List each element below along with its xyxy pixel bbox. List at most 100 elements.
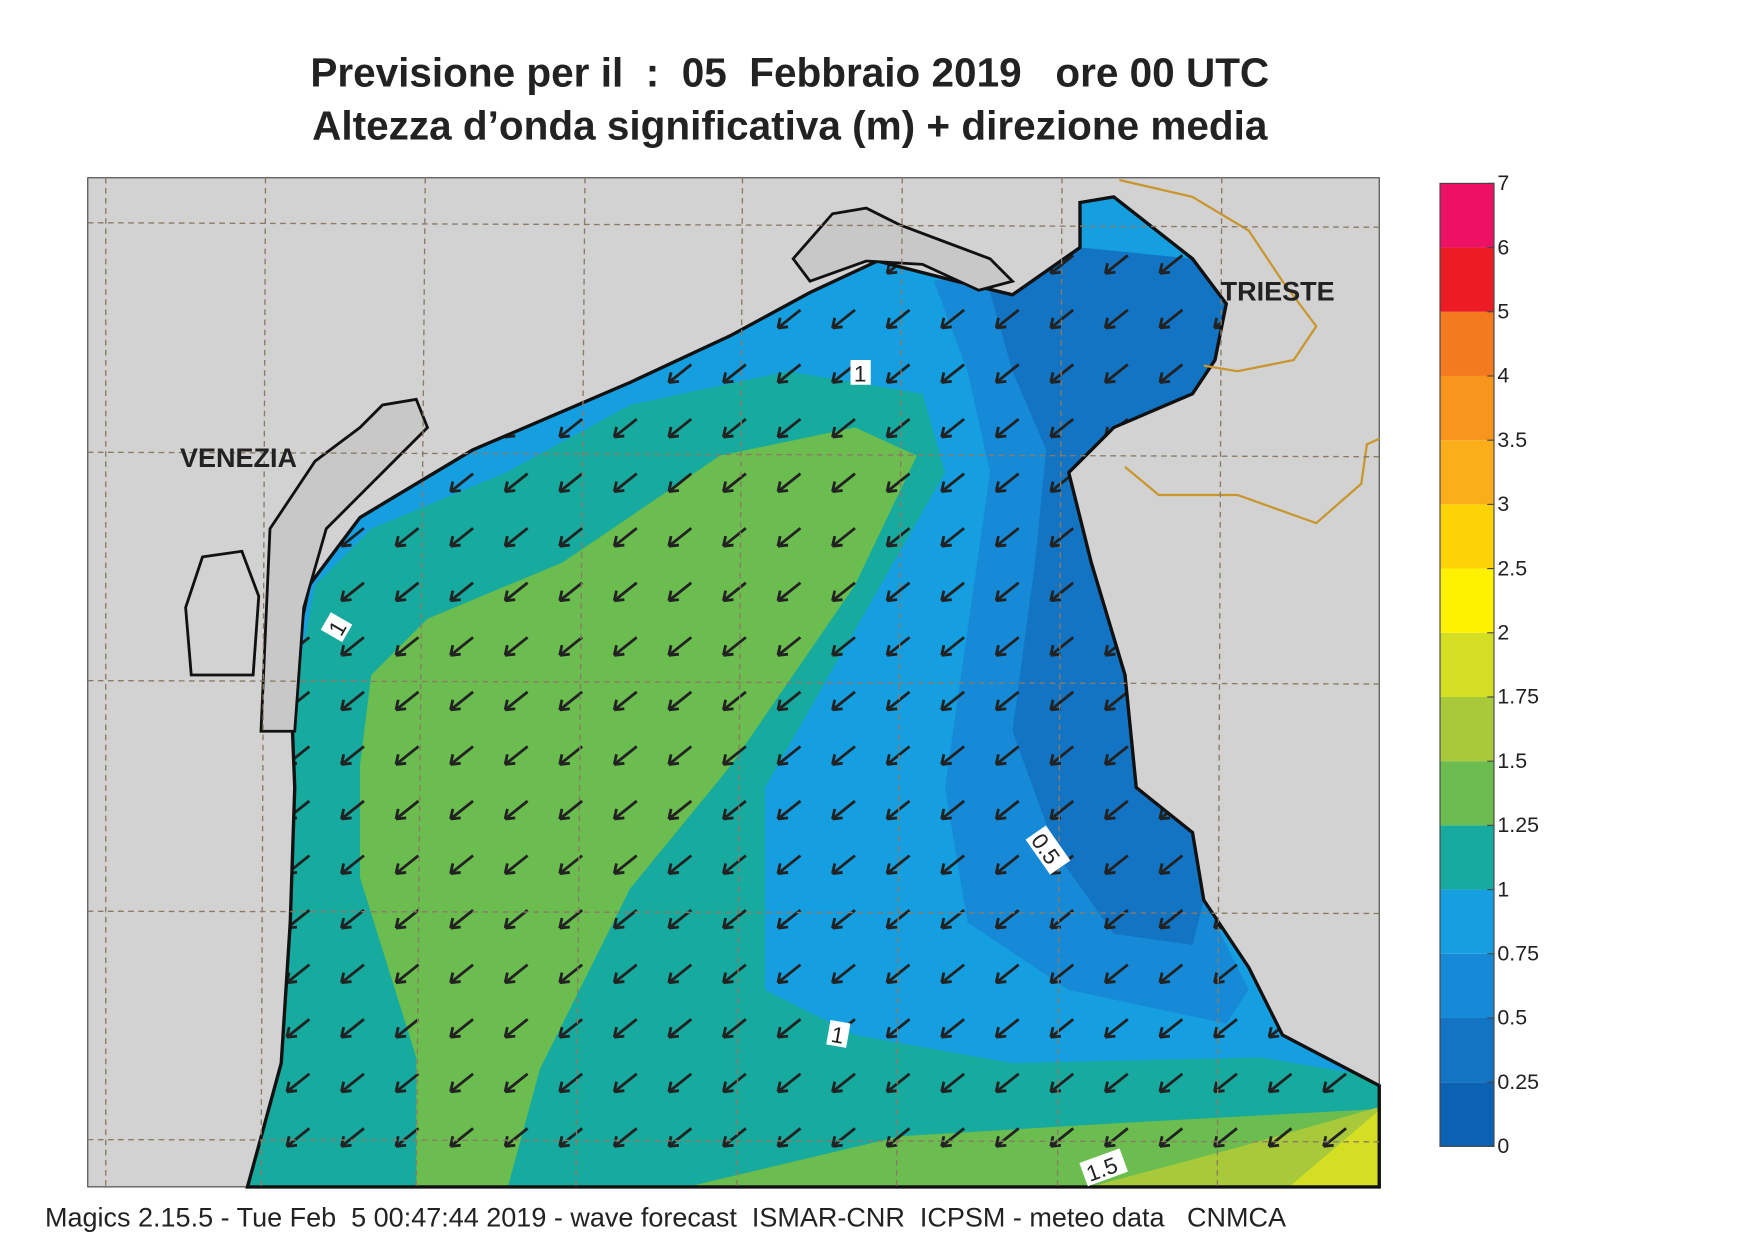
arrow — [449, 909, 474, 930]
arrow — [885, 1018, 911, 1039]
arrow — [722, 527, 747, 548]
arrow — [776, 1072, 802, 1094]
arrow — [1049, 308, 1075, 330]
arrow — [885, 745, 911, 766]
arrow — [667, 417, 693, 439]
arrow — [340, 1127, 365, 1148]
arrow — [940, 308, 966, 330]
colorbar-label: 7 — [1497, 171, 1509, 195]
arrow — [667, 909, 693, 930]
arrow — [831, 636, 856, 657]
arrow — [612, 472, 638, 494]
title-line: Previsione per il : 05 Febbraio 2019 ore… — [310, 50, 1269, 96]
arrow — [1103, 1018, 1129, 1039]
arrow — [558, 799, 584, 821]
arrow — [831, 963, 856, 985]
arrow — [776, 636, 802, 657]
arrow — [612, 581, 638, 603]
colorbar-segment — [1440, 953, 1494, 1018]
colorbar-label: 3 — [1497, 492, 1509, 516]
arrow — [394, 527, 420, 548]
arrow — [776, 1018, 802, 1039]
arrow — [994, 1072, 1020, 1094]
arrow — [776, 690, 802, 712]
arrow — [1049, 636, 1075, 657]
arrow — [285, 1072, 311, 1094]
arrow — [1158, 1072, 1184, 1094]
arrow — [1103, 854, 1129, 875]
arrow — [340, 1018, 365, 1039]
arrow — [394, 854, 420, 875]
arrow — [449, 854, 474, 875]
arrow — [612, 909, 638, 930]
colorbar-label: 4 — [1497, 364, 1509, 388]
arrow — [394, 1072, 420, 1094]
contour-label: 1 — [826, 1019, 851, 1049]
arrow — [449, 1018, 474, 1039]
arrow — [503, 636, 529, 657]
colorbar-label: 1.75 — [1497, 685, 1539, 709]
city-label: TRIESTE — [1221, 276, 1335, 306]
arrow — [722, 854, 747, 875]
arrow — [1049, 1072, 1075, 1094]
arrow — [722, 472, 747, 494]
arrow — [831, 690, 856, 712]
arrow — [340, 963, 365, 985]
colorbar-segment — [1440, 247, 1494, 312]
arrow — [503, 799, 529, 821]
arrow — [1049, 963, 1075, 985]
arrow — [340, 745, 365, 766]
arrow — [940, 363, 966, 384]
arrow — [776, 472, 802, 494]
arrow — [831, 417, 856, 439]
arrow — [449, 472, 474, 494]
arrow — [667, 1018, 693, 1039]
arrow — [449, 581, 474, 603]
colorbar-segment — [1440, 889, 1494, 954]
arrow — [831, 581, 856, 603]
arrow — [612, 1018, 638, 1039]
arrow — [722, 636, 747, 657]
arrow — [1049, 581, 1075, 603]
arrow — [1049, 1018, 1075, 1039]
contour-label-bg — [1079, 1148, 1129, 1187]
arrow — [940, 690, 966, 712]
arrow — [667, 854, 693, 875]
colorbar-frame — [1439, 182, 1495, 1147]
arrow — [722, 690, 747, 712]
arrow — [667, 581, 693, 603]
arrow — [994, 581, 1020, 603]
arrow — [612, 963, 638, 985]
arrow — [885, 417, 911, 439]
arrow — [776, 308, 802, 330]
arrow — [831, 745, 856, 766]
colorbar-segment — [1440, 1017, 1494, 1083]
arrow — [885, 636, 911, 657]
arrow — [503, 1127, 529, 1148]
arrow — [503, 1072, 529, 1094]
arrow — [885, 472, 911, 494]
arrow — [722, 745, 747, 766]
colorbar-label: 2.5 — [1497, 556, 1527, 580]
arrow — [394, 1127, 420, 1148]
arrow — [831, 1072, 856, 1094]
contour-label-bg — [320, 612, 353, 643]
arrow — [340, 636, 365, 657]
arrow — [885, 581, 911, 603]
arrow — [1049, 363, 1075, 384]
arrow — [994, 690, 1020, 712]
arrow — [885, 527, 911, 548]
arrow — [612, 854, 638, 875]
arrow — [776, 963, 802, 985]
arrow — [558, 417, 584, 439]
contour-label: 1 — [850, 360, 871, 386]
arrow — [722, 581, 747, 603]
arrow — [885, 690, 911, 712]
arrow — [558, 690, 584, 712]
arrow — [994, 1127, 1020, 1148]
contour-label-text: 1 — [829, 1022, 846, 1049]
colorbar-segment — [1440, 632, 1494, 697]
arrow — [994, 963, 1020, 985]
arrow — [940, 472, 966, 494]
arrow — [558, 909, 584, 930]
